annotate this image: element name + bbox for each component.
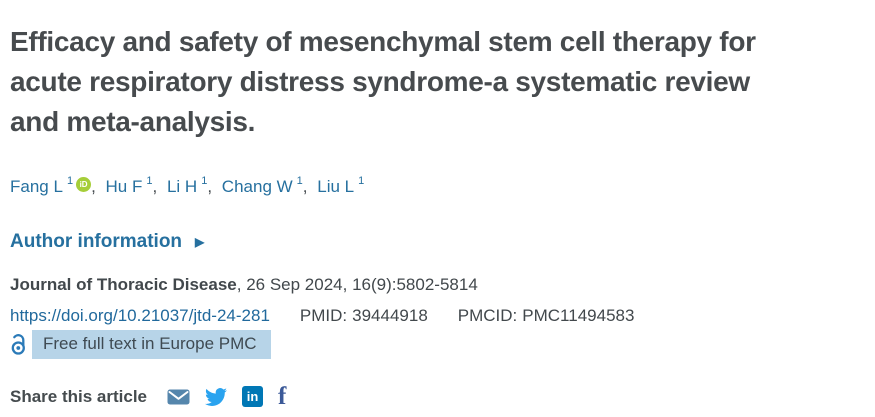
citation-line: Journal of Thoracic Disease, 26 Sep 2024… <box>10 273 859 297</box>
author-separator: , <box>302 176 308 196</box>
author-information-label: Author information <box>10 230 183 252</box>
page-title: Efficacy and safety of mesenchymal stem … <box>10 26 756 137</box>
share-row: Share this article in f <box>10 383 859 411</box>
twitter-share-icon[interactable] <box>205 386 227 408</box>
citation-details: , 26 Sep 2024, 16(9):5802-5814 <box>236 274 478 294</box>
author-affiliation-number: 1 <box>201 175 208 187</box>
author-name: Li H <box>166 176 198 196</box>
pmcid-value: PMC11494583 <box>522 305 635 325</box>
pmcid-label: PMCID: <box>457 305 518 325</box>
pmid-label: PMID: <box>299 305 348 325</box>
author-information-toggle[interactable]: Author information ▶ <box>10 229 204 255</box>
facebook-share-icon[interactable]: f <box>278 383 287 411</box>
orcid-icon[interactable]: iD <box>76 176 92 192</box>
free-full-text-link[interactable]: Free full text in Europe PMC <box>32 329 271 359</box>
open-access-icon <box>10 332 27 356</box>
email-share-icon[interactable] <box>167 389 190 405</box>
author-affiliation-number: 1 <box>296 175 303 187</box>
facebook-glyph: f <box>278 383 287 411</box>
author-separator: , <box>152 176 158 196</box>
doi-link[interactable]: https://doi.org/10.21037/jtd-24-281 <box>10 305 270 325</box>
linkedin-glyph: in <box>242 386 264 408</box>
author-name: Liu L <box>317 176 355 196</box>
chevron-right-icon: ▶ <box>195 234 205 249</box>
author-affiliation-number: 1 <box>358 175 365 187</box>
pmid: PMID: 39444918 <box>300 304 428 328</box>
author-name: Chang W <box>221 176 293 196</box>
author-list: Fang L 1 iD, Hu F 1, Li H 1, Chang W 1, Liu L… <box>10 170 859 199</box>
identifiers-line: https://doi.org/10.21037/jtd-24-281 PMID… <box>10 304 859 328</box>
author-name: Hu F <box>105 176 143 196</box>
author-affiliation-number: 1 <box>66 175 74 187</box>
free-full-text-row: Free full text in Europe PMC <box>10 329 859 359</box>
pmid-value: 39444918 <box>352 305 428 325</box>
author-affiliation-number: 1 <box>146 175 153 187</box>
author-separator: , <box>91 176 96 196</box>
pmcid: PMCID: PMC11494583 <box>458 304 635 328</box>
author-separator: , <box>207 176 213 196</box>
journal-name: Journal of Thoracic Disease <box>10 274 237 294</box>
share-label: Share this article <box>10 386 148 406</box>
linkedin-share-icon[interactable]: in <box>242 386 264 408</box>
author-name: Fang L <box>10 176 63 196</box>
